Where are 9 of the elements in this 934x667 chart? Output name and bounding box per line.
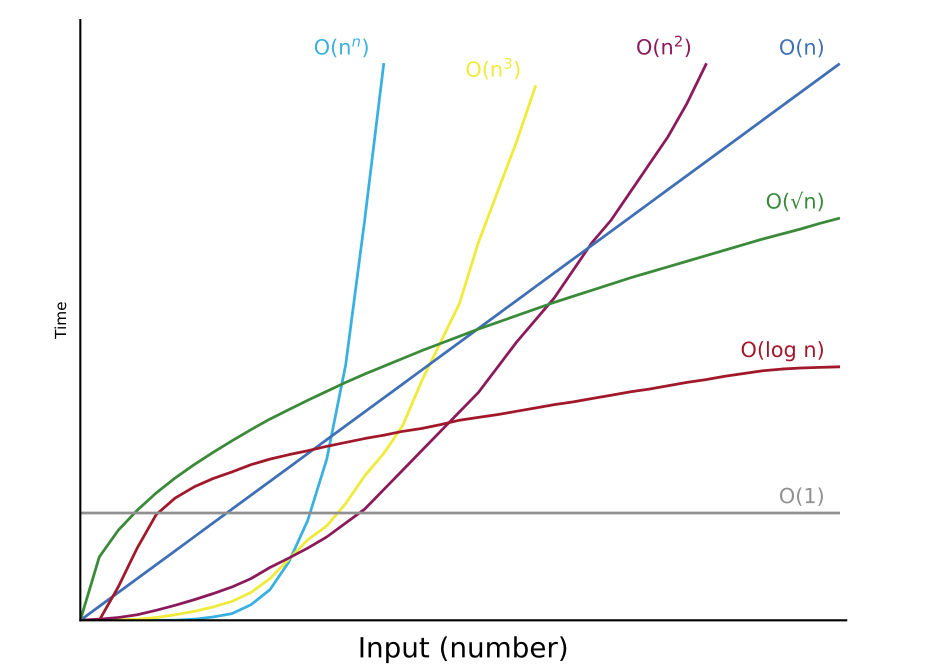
series-label: O(√n): [766, 192, 823, 212]
y-axis-title: Time: [54, 302, 66, 339]
series-label: O(n): [780, 38, 823, 58]
series-label: O(log n): [742, 341, 823, 362]
series-label: O(n$^{2}$): [637, 36, 690, 58]
series-label: O(n$^{3}$): [466, 58, 520, 80]
series-label: O(n$^{n}$): [314, 38, 368, 58]
x-axis-title: Input (number): [360, 636, 566, 664]
series-label: O(1): [780, 487, 823, 506]
